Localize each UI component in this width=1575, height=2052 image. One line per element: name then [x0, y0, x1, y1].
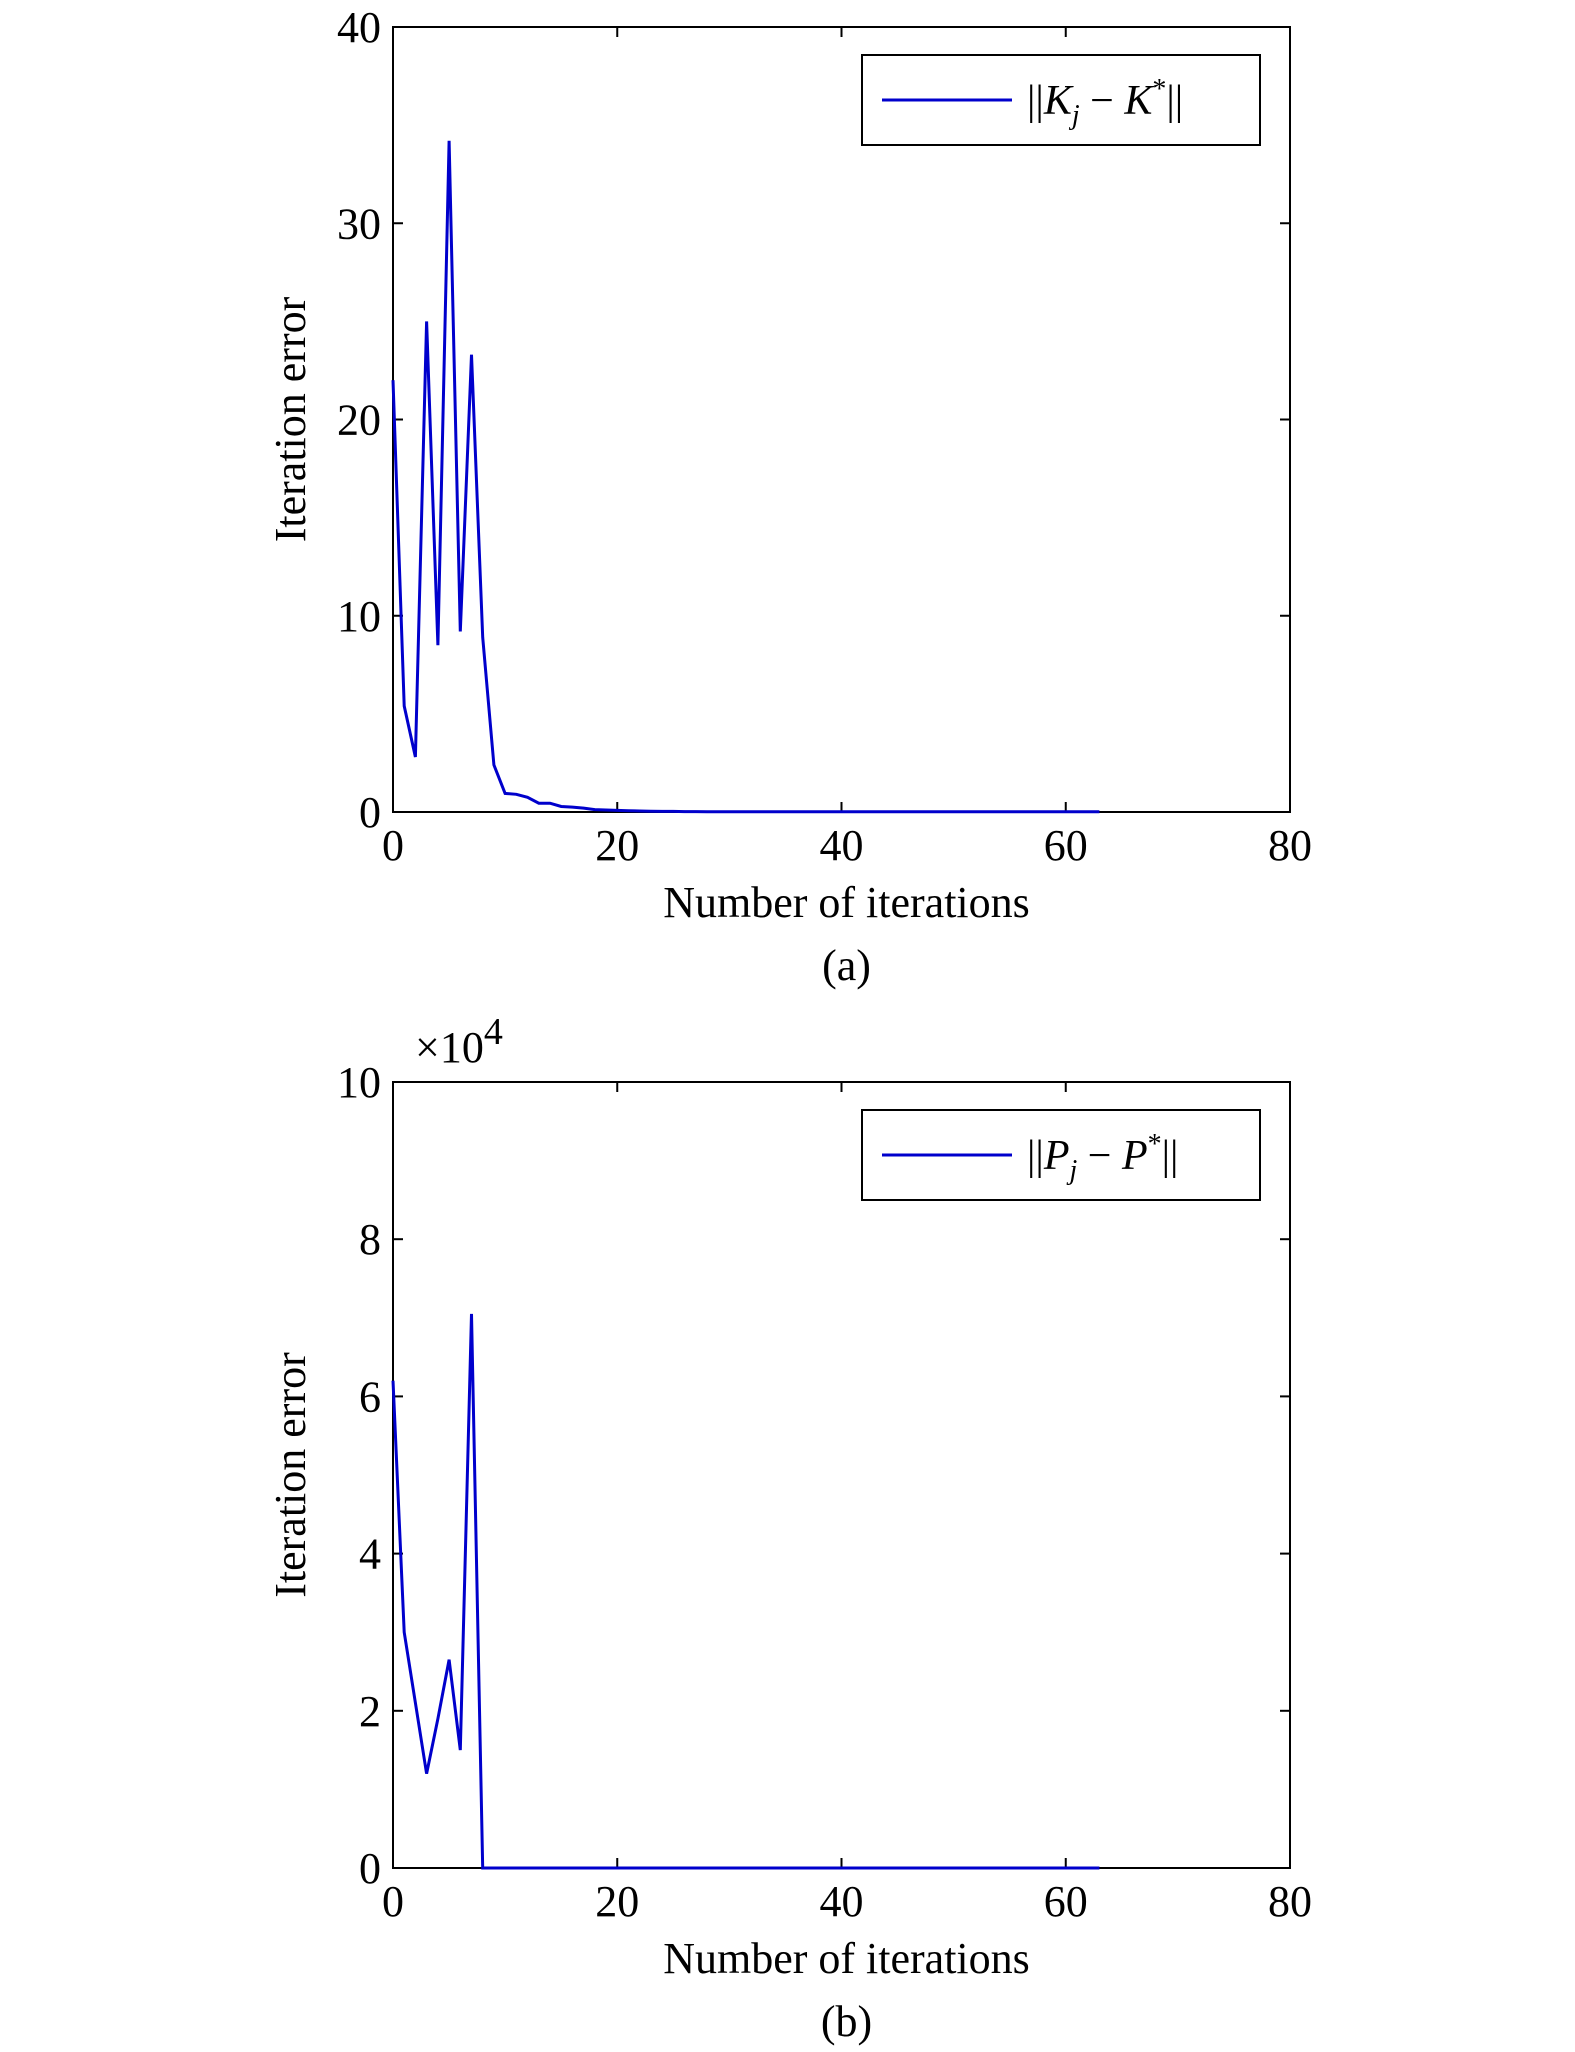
- legend-part-symbol: P: [1121, 1133, 1148, 1179]
- x-tick-label: 80: [1268, 821, 1312, 870]
- legend-part-symbol: K: [1123, 78, 1154, 124]
- series-line: [391, 140, 1100, 814]
- y-tick-label: 10: [337, 1058, 381, 1107]
- x-tick-label: 20: [595, 821, 639, 870]
- legend-part-norm-right: ||: [1162, 1133, 1179, 1179]
- panel-caption: (a): [822, 941, 871, 990]
- legend-part-norm-left: ||: [1027, 78, 1044, 124]
- legend-label: ||Kj − K*||: [1027, 74, 1183, 131]
- x-axis-label: Number of iterations: [663, 1934, 1030, 1983]
- y-tick-label: 8: [359, 1215, 381, 1264]
- x-tick-label: 40: [820, 821, 864, 870]
- x-tick-label: 0: [382, 1877, 404, 1926]
- x-tick-label: 20: [595, 1877, 639, 1926]
- x-tick-label: 60: [1044, 1877, 1088, 1926]
- y-tick-label: 0: [359, 1844, 381, 1893]
- x-tick-label: 60: [1044, 821, 1088, 870]
- legend-part-symbol: P: [1043, 1133, 1070, 1179]
- y-tick-label: 0: [359, 788, 381, 837]
- x-axis-label: Number of iterations: [663, 878, 1030, 927]
- legend-part-star: *: [1148, 1129, 1162, 1160]
- multiplier-exponent: 4: [484, 1011, 503, 1053]
- legend-part-norm-left: ||: [1027, 1133, 1044, 1179]
- x-tick-label: 0: [382, 821, 404, 870]
- legend-part-minus: −: [1080, 78, 1125, 124]
- y-tick-label: 2: [359, 1687, 381, 1736]
- legend-part-star: *: [1152, 74, 1166, 105]
- y-tick-label: 4: [359, 1530, 381, 1579]
- panel-caption: (b): [821, 1997, 872, 2046]
- legend-part-minus: −: [1077, 1133, 1122, 1179]
- y-axis-multiplier: ×104: [415, 1011, 503, 1072]
- y-axis-label: Iteration error: [266, 296, 315, 542]
- multiplier-base: ×10: [415, 1023, 484, 1072]
- y-tick-label: 30: [337, 199, 381, 248]
- legend-label: ||Pj − P*||: [1027, 1129, 1178, 1186]
- chart-panel-a: 0 20 40 60 80 0 10 20 30 40 Number of iterations It…: [266, 3, 1312, 990]
- y-tick-label: 40: [337, 3, 381, 52]
- y-tick-label: 10: [337, 592, 381, 641]
- x-tick-label: 80: [1268, 1877, 1312, 1926]
- y-tick-label: 6: [359, 1372, 381, 1421]
- x-tick-label: 40: [820, 1877, 864, 1926]
- y-tick-label: 20: [337, 396, 381, 445]
- legend-part-sub: j: [1066, 1155, 1077, 1186]
- legend-part-sub: j: [1069, 100, 1080, 131]
- legend-part-norm-right: ||: [1166, 78, 1183, 124]
- y-axis-label: Iteration error: [266, 1352, 315, 1598]
- legend-part-symbol: K: [1043, 78, 1074, 124]
- series-line: [391, 1313, 1100, 1870]
